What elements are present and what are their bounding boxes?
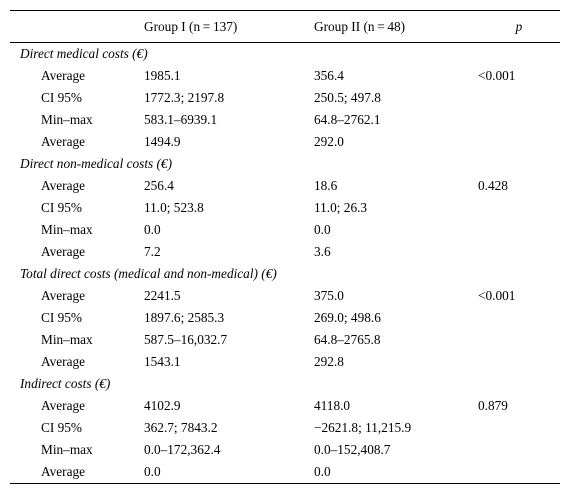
- table-body: Direct medical costs (€) Average 1985.1 356…: [10, 43, 560, 484]
- row-label: Average: [41, 288, 86, 303]
- group-1-value: 7.2: [144, 244, 161, 259]
- header-group-1: Group I (n = 137): [144, 10, 314, 43]
- row-label: Average: [41, 178, 86, 193]
- group-2-value: 4118.0: [314, 398, 351, 413]
- cost-table-container: Group I (n = 137) Group II (n = 48) p Di…: [10, 10, 560, 484]
- group-1-value: 583.1–6939.1: [144, 112, 218, 127]
- group-2-value: 375.0: [314, 288, 344, 303]
- row-label: Average: [41, 354, 86, 369]
- group-2-value: 250.5; 497.8: [314, 90, 381, 105]
- p-value: [478, 351, 560, 373]
- table-row: CI 95% 1897.6; 2585.3 269.0; 498.6: [10, 307, 560, 329]
- group-1-value: 1772.3; 2197.8: [144, 90, 225, 105]
- p-value: [478, 307, 560, 329]
- table-row: Min–max 0.0 0.0: [10, 219, 560, 241]
- p-value: 0.879: [478, 398, 508, 413]
- row-label: Min–max: [41, 442, 93, 457]
- table-row: Average 1494.9 292.0: [10, 131, 560, 153]
- table-row: Average 1543.1 292.8: [10, 351, 560, 373]
- row-label: Average: [41, 398, 86, 413]
- row-label: Average: [41, 68, 86, 83]
- table-row: Average 0.0 0.0: [10, 461, 560, 484]
- section-row: Direct medical costs (€): [10, 43, 560, 66]
- group-2-value: 11.0; 26.3: [314, 200, 368, 215]
- row-label: Average: [10, 461, 144, 484]
- group-1-value: 0.0–172,362.4: [144, 442, 221, 457]
- group-2-value: −2621.8; 11,215.9: [314, 420, 412, 435]
- table-row: Average 256.4 18.6 0.428: [10, 175, 560, 197]
- row-label: CI 95%: [41, 200, 82, 215]
- row-label: Min–max: [41, 112, 93, 127]
- group-2-value: 292.8: [314, 354, 344, 369]
- p-value: [478, 131, 560, 153]
- p-value: [478, 329, 560, 351]
- table-row: Average 2241.5 375.0 <0.001: [10, 285, 560, 307]
- p-value: [478, 461, 560, 484]
- group-1-value: 587.5–16,032.7: [144, 332, 228, 347]
- row-label: Average: [41, 134, 86, 149]
- p-value: [478, 87, 560, 109]
- section-row: Total direct costs (medical and non-medi…: [10, 263, 560, 285]
- p-value: [478, 109, 560, 131]
- group-1-value: 1897.6; 2585.3: [144, 310, 225, 325]
- group-2-value: 64.8–2765.8: [314, 332, 381, 347]
- table-row: Average 7.2 3.6: [10, 241, 560, 263]
- table-row: Min–max 0.0–172,362.4 0.0–152,408.7: [10, 439, 560, 461]
- group-2-value: 0.0–152,408.7: [314, 442, 391, 457]
- row-label: CI 95%: [41, 90, 82, 105]
- group-2-value: 292.0: [314, 134, 344, 149]
- group-1-value: 4102.9: [144, 398, 181, 413]
- group-1-value: 11.0; 523.8: [144, 200, 204, 215]
- p-value: <0.001: [478, 288, 516, 303]
- p-value: [478, 219, 560, 241]
- header-row: Group I (n = 137) Group II (n = 48) p: [10, 10, 560, 43]
- group-1-value: 1494.9: [144, 134, 181, 149]
- header-empty-cell: [10, 10, 144, 43]
- cost-comparison-table: Group I (n = 137) Group II (n = 48) p Di…: [10, 10, 560, 484]
- group-2-value: 0.0: [314, 461, 478, 484]
- group-1-value: 2241.5: [144, 288, 181, 303]
- p-value: [478, 241, 560, 263]
- header-p-value: p: [478, 10, 560, 43]
- group-2-value: 18.6: [314, 178, 338, 193]
- group-1-value: 0.0: [144, 461, 314, 484]
- group-2-value: 0.0: [314, 222, 331, 237]
- row-label: CI 95%: [41, 420, 82, 435]
- table-row: CI 95% 11.0; 523.8 11.0; 26.3: [10, 197, 560, 219]
- group-2-value: 356.4: [314, 68, 344, 83]
- table-row: Min–max 583.1–6939.1 64.8–2762.1: [10, 109, 560, 131]
- group-2-value: 269.0; 498.6: [314, 310, 381, 325]
- section-row: Direct non-medical costs (€): [10, 153, 560, 175]
- group-2-value: 3.6: [314, 244, 331, 259]
- table-row: CI 95% 362.7; 7843.2 −2621.8; 11,215.9: [10, 417, 560, 439]
- group-1-value: 362.7; 7843.2: [144, 420, 218, 435]
- row-label: Min–max: [41, 222, 93, 237]
- row-label: Average: [41, 244, 86, 259]
- p-value: [478, 439, 560, 461]
- table-row: Average 1985.1 356.4 <0.001: [10, 65, 560, 87]
- group-1-value: 0.0: [144, 222, 161, 237]
- row-label: Min–max: [41, 332, 93, 347]
- section-title: Indirect costs (€): [20, 376, 111, 391]
- header-group-2: Group II (n = 48): [314, 10, 478, 43]
- group-2-value: 64.8–2762.1: [314, 112, 381, 127]
- row-label: CI 95%: [41, 310, 82, 325]
- group-1-value: 1543.1: [144, 354, 181, 369]
- p-value: <0.001: [478, 68, 516, 83]
- table-row: Min–max 587.5–16,032.7 64.8–2765.8: [10, 329, 560, 351]
- section-title: Direct medical costs (€): [20, 46, 148, 61]
- section-title: Total direct costs (medical and non-medi…: [20, 266, 277, 281]
- group-1-value: 1985.1: [144, 68, 181, 83]
- p-value: 0.428: [478, 178, 508, 193]
- p-value: [478, 197, 560, 219]
- section-title: Direct non-medical costs (€): [20, 156, 173, 171]
- section-row: Indirect costs (€): [10, 373, 560, 395]
- table-row: CI 95% 1772.3; 2197.8 250.5; 497.8: [10, 87, 560, 109]
- table-row: Average 4102.9 4118.0 0.879: [10, 395, 560, 417]
- p-value: [478, 417, 560, 439]
- group-1-value: 256.4: [144, 178, 174, 193]
- table-header: Group I (n = 137) Group II (n = 48) p: [10, 10, 560, 43]
